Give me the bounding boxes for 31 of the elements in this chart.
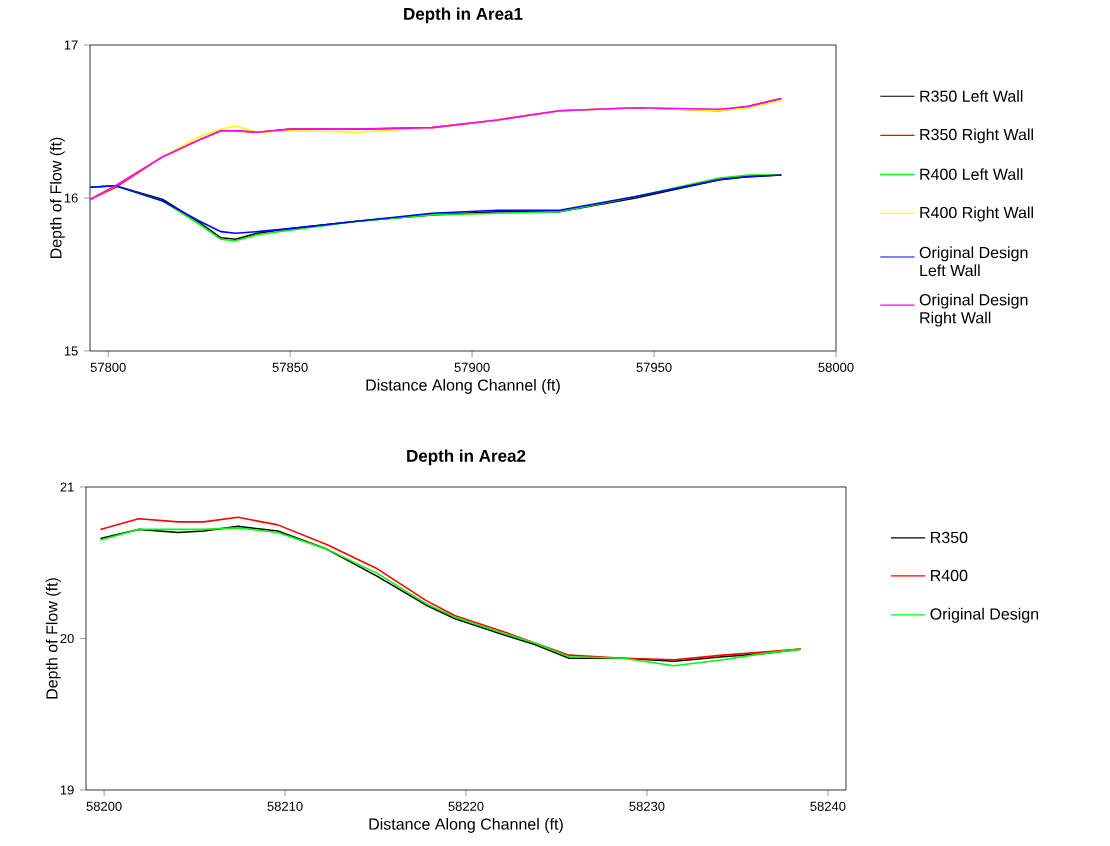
legend-label: R400 Left Wall: [920, 168, 1023, 180]
x-axis-title: Distance Along Channel (ft): [366, 378, 560, 394]
x-tick-label: 58230: [629, 801, 665, 811]
y-tick-label: 17: [64, 40, 78, 50]
legend-label: Original Design Left Wall: [919, 246, 1028, 277]
legend-label: R350 Left Wall: [920, 90, 1023, 102]
legend-label: R400: [931, 569, 968, 582]
x-tick-label: 58210: [267, 801, 303, 811]
y-tick-label: 19: [60, 785, 74, 795]
y-axis-title: Depth of Flow (ft): [45, 578, 61, 699]
x-tick-label: 57950: [636, 362, 672, 372]
chart-title: Depth in Area1: [404, 7, 523, 24]
y-tick-label: 21: [60, 482, 74, 492]
x-tick-label: 57800: [90, 362, 126, 372]
x-tick-label: 58200: [86, 801, 122, 811]
legend-label: Original Design Right Wall: [919, 293, 1028, 327]
x-tick-label: 58000: [818, 362, 854, 372]
legend-label: R350 Right Wall: [920, 128, 1033, 144]
y-tick-label: 15: [64, 346, 78, 356]
legend-label: R350: [931, 531, 968, 544]
x-tick-label: 58240: [810, 801, 846, 811]
y-axis-title: Depth of Flow (ft): [49, 137, 65, 259]
legend-label: R400 Right Wall: [920, 206, 1033, 222]
chart-title: Depth in Area2: [407, 449, 526, 466]
legend-label: Original Design: [930, 607, 1039, 623]
x-axis-title: Distance Along Channel (ft): [369, 817, 563, 833]
x-tick-label: 57900: [454, 362, 490, 372]
x-tick-label: 58220: [448, 801, 484, 811]
y-tick-label: 16: [64, 193, 78, 203]
x-tick-label: 57850: [272, 362, 308, 372]
y-tick-label: 20: [60, 633, 74, 644]
